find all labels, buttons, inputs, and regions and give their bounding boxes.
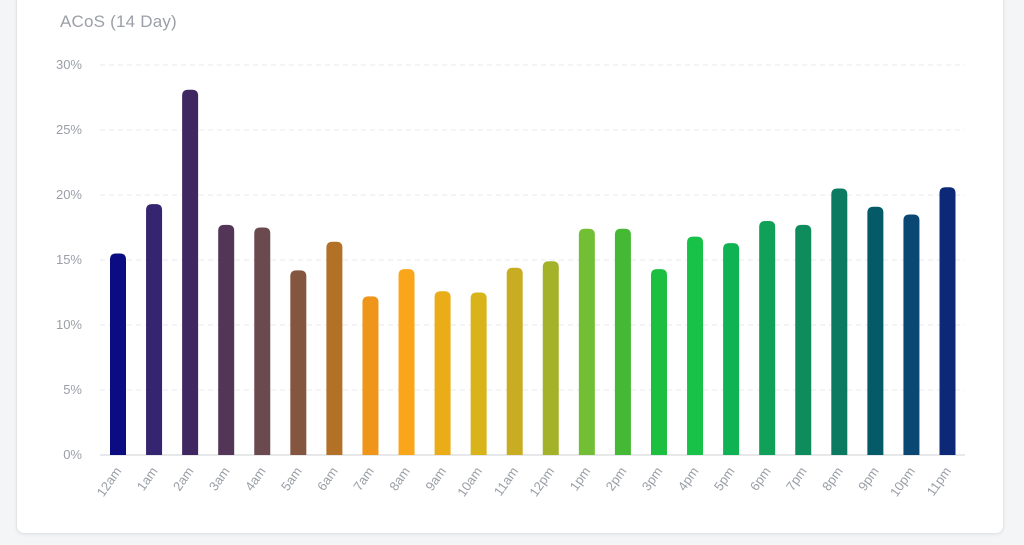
x-tick-label: 12pm [526,464,557,499]
x-tick-label: 4am [242,464,269,493]
bar-12am[interactable] [110,253,126,456]
bar-9pm[interactable] [867,206,884,455]
x-axis-ticks: 12am 1am 2am 3am 4am 5am 6am 7am 8am 9am 10am 11am 1… [94,464,954,499]
bar-6pm[interactable] [759,221,776,455]
x-tick-label: 10am [454,464,485,499]
bar-12pm[interactable] [542,261,559,455]
bar-1am[interactable] [146,204,163,455]
y-tick-label: 30% [56,57,82,72]
x-tick-label: 2am [170,464,197,493]
bar-2pm[interactable] [614,228,631,455]
bar-11pm[interactable] [939,187,956,455]
x-tick-label: 6pm [747,464,774,493]
x-tick-label: 10pm [887,464,918,499]
x-tick-label: 4pm [675,464,702,493]
x-tick-label: 2pm [603,464,630,493]
bar-7am[interactable] [362,296,379,455]
bars [110,89,956,456]
x-tick-label: 8pm [819,464,846,493]
bar-6am[interactable] [326,241,343,455]
x-tick-label: 8am [386,464,413,493]
bar-10pm[interactable] [903,214,920,456]
x-tick-label: 7pm [783,464,810,493]
grid-lines [100,64,965,456]
bar-5am[interactable] [290,270,307,455]
x-tick-label: 9am [422,464,449,493]
x-tick-label: 1am [134,464,161,493]
x-tick-label: 6am [314,464,341,493]
bar-4am[interactable] [254,227,271,456]
bar-8am[interactable] [398,269,415,455]
y-tick-label: 25% [56,122,82,137]
x-tick-label: 12am [94,464,125,499]
bar-7pm[interactable] [795,224,812,455]
x-tick-label: 3pm [639,464,666,493]
y-tick-label: 15% [56,252,82,267]
x-tick-label: 9pm [855,464,882,493]
x-tick-label: 11pm [924,464,954,498]
y-tick-label: 0% [63,447,82,462]
bar-11am[interactable] [506,267,523,455]
y-tick-label: 20% [56,187,82,202]
x-tick-label: 11am [491,464,521,498]
x-tick-label: 5am [278,464,305,493]
bar-1pm[interactable] [578,228,595,455]
x-tick-label: 5pm [711,464,738,493]
x-tick-label: 7am [350,464,377,493]
y-axis-ticks: 0% 5% 10% 15% 20% 25% 30% [56,57,82,462]
bar-5pm[interactable] [723,243,740,455]
bar-8pm[interactable] [831,188,848,456]
x-tick-label: 3am [206,464,233,493]
bar-9am[interactable] [434,291,451,455]
bar-10am[interactable] [470,292,487,456]
y-tick-label: 5% [63,382,82,397]
chart-title: ACoS (14 Day) [60,12,177,31]
bar-2am[interactable] [182,89,199,455]
bar-4pm[interactable] [687,236,704,455]
bar-3am[interactable] [218,224,235,455]
bar-3pm[interactable] [650,269,667,455]
x-tick-label: 1pm [567,464,594,493]
y-tick-label: 10% [56,317,82,332]
